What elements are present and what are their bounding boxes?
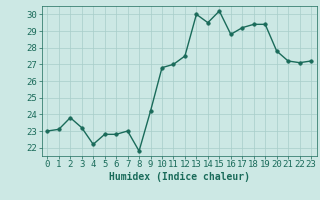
X-axis label: Humidex (Indice chaleur): Humidex (Indice chaleur): [109, 172, 250, 182]
